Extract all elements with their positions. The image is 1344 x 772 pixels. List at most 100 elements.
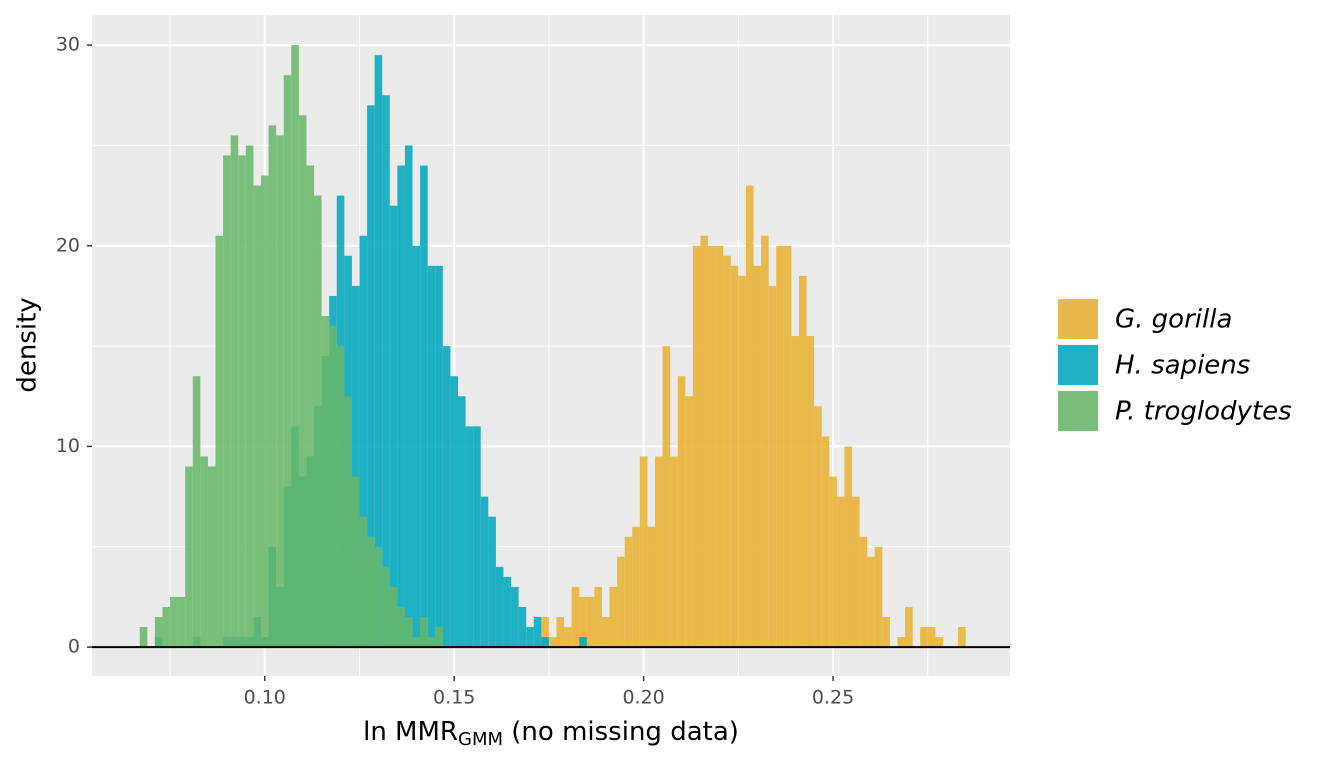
- bar: [473, 426, 481, 648]
- bar: [260, 175, 269, 648]
- bar: [291, 45, 299, 648]
- bar: [404, 617, 413, 648]
- y-tick-label: 20: [56, 234, 80, 256]
- legend-label: P. troglodytes: [1115, 397, 1292, 427]
- legend-key: [1058, 391, 1098, 431]
- bar: [207, 466, 216, 648]
- x-tick-label: 0.20: [622, 687, 664, 709]
- bar: [548, 637, 557, 648]
- bar: [268, 125, 277, 648]
- bar: [457, 396, 466, 648]
- bar: [730, 265, 739, 648]
- bar: [579, 637, 587, 648]
- bar: [397, 165, 405, 648]
- bar: [314, 195, 322, 648]
- bar: [647, 526, 655, 648]
- bar: [404, 145, 413, 648]
- bar: [359, 516, 368, 648]
- bar: [798, 275, 807, 648]
- bar: [533, 617, 542, 648]
- bar: [480, 496, 489, 648]
- bar: [427, 265, 436, 648]
- bar: [958, 627, 966, 648]
- bar: [905, 606, 913, 648]
- x-tick-label: 0.15: [433, 687, 475, 709]
- x-tick-label: 0.25: [812, 687, 854, 709]
- bar: [495, 566, 504, 648]
- bar: [336, 346, 345, 648]
- y-tick-label: 10: [56, 435, 80, 457]
- x-axis-title: ln MMRGMM (no missing data): [363, 717, 739, 751]
- bar: [329, 326, 337, 648]
- bar: [897, 637, 906, 648]
- bar: [571, 586, 580, 648]
- bar: [389, 586, 398, 648]
- bar: [624, 536, 633, 648]
- y-tick-label: 30: [56, 34, 80, 56]
- bar: [935, 637, 943, 648]
- bar: [321, 316, 330, 648]
- bar: [874, 546, 883, 648]
- bar: [814, 406, 822, 648]
- bar: [238, 155, 246, 648]
- bar: [344, 396, 352, 648]
- bar: [420, 617, 428, 648]
- bar: [639, 456, 648, 648]
- bar: [298, 115, 307, 648]
- x-title-main: ln MMR: [363, 717, 458, 747]
- bar: [692, 245, 701, 648]
- bar: [662, 346, 671, 648]
- bar: [374, 55, 383, 648]
- bar: [761, 235, 769, 648]
- bar: [632, 526, 640, 648]
- bar: [192, 376, 201, 648]
- bar: [162, 606, 171, 648]
- bar: [670, 456, 678, 648]
- bar: [154, 617, 163, 648]
- bar: [920, 627, 928, 648]
- bars: [139, 45, 966, 648]
- bar: [223, 155, 231, 648]
- bar: [283, 75, 292, 648]
- bar: [170, 596, 178, 648]
- bar: [374, 546, 383, 648]
- bar: [723, 255, 731, 648]
- bar: [465, 426, 474, 648]
- bar: [253, 185, 261, 648]
- bar: [806, 336, 815, 648]
- bar: [245, 145, 254, 648]
- bar: [867, 556, 875, 648]
- bar: [488, 516, 496, 648]
- legend-key: [1058, 345, 1098, 385]
- x-title-rest: (no missing data): [503, 717, 739, 747]
- bar: [427, 637, 436, 648]
- bar: [617, 556, 625, 648]
- bar: [397, 606, 405, 648]
- legend-label: H. sapiens: [1115, 351, 1250, 381]
- bar: [382, 95, 390, 648]
- bar: [518, 606, 527, 648]
- bar: [367, 536, 375, 648]
- bar: [541, 637, 549, 648]
- bar: [791, 336, 799, 648]
- bar: [230, 135, 239, 648]
- bar: [601, 617, 610, 648]
- bar: [753, 265, 762, 648]
- bar: [844, 446, 853, 648]
- bar: [412, 637, 421, 648]
- bar: [435, 627, 443, 648]
- bar: [556, 617, 565, 648]
- bar: [677, 376, 686, 648]
- legend: G. gorilla H. sapiens P. troglodytes: [1056, 297, 1292, 433]
- bar: [836, 496, 845, 648]
- bar: [215, 235, 224, 648]
- bar: [276, 135, 284, 648]
- bar: [541, 617, 549, 648]
- y-tick-label: 0: [68, 636, 80, 658]
- y-axis-title: density: [13, 297, 43, 392]
- bar: [927, 627, 936, 648]
- bar: [882, 617, 890, 648]
- bar: [200, 456, 208, 648]
